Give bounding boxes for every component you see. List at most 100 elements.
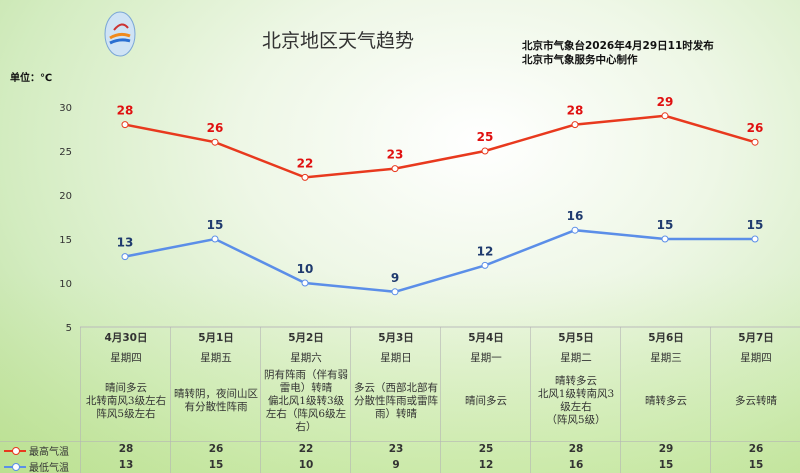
data-label: 15: [657, 218, 674, 232]
weekday-label: 星期三: [650, 352, 682, 364]
data-label: 16: [567, 209, 584, 223]
weekday-label: 星期二: [560, 352, 592, 364]
data-point: [481, 147, 489, 155]
issuer-info: 北京市气象台2026年4月29日11时发布 北京市气象服务中心制作: [522, 39, 714, 67]
y-tick-label: 10: [59, 279, 72, 290]
high-temp-value: 28: [118, 443, 134, 455]
y-tick-label: 20: [59, 191, 72, 202]
y-tick-label: 30: [59, 103, 72, 114]
data-label: 25: [477, 130, 494, 144]
series-line-low: [124, 228, 755, 294]
data-point: [301, 173, 309, 181]
data-point: [751, 235, 759, 243]
date-label: 5月5日: [558, 332, 594, 344]
high-temp-value: 22: [298, 443, 314, 455]
table-divider: [0, 441, 800, 442]
date-label: 5月2日: [288, 332, 324, 344]
legend-high-label: 最高气温: [29, 447, 69, 458]
producer-text: 北京市气象服务中心制作: [522, 54, 638, 66]
forecast-column: 5月6日星期三晴转多云 29 15: [620, 327, 711, 473]
data-point: [481, 261, 489, 269]
data-point: [211, 138, 219, 146]
unit-label: 单位：℃: [10, 73, 53, 84]
high-temp-value: 26: [208, 443, 224, 455]
low-temp-value: 15: [208, 459, 224, 471]
high-temp-value: 23: [388, 443, 404, 455]
forecast-column: 5月2日星期六阴有阵雨（伴有弱雷电）转晴 偏北风1级转3级左右（阵风6级左右） 2…: [260, 327, 351, 473]
high-temp-value: 29: [658, 443, 674, 455]
data-point: [391, 165, 399, 173]
data-label: 12: [477, 244, 494, 258]
forecast-column: 5月7日星期四多云转晴 26 15: [710, 327, 800, 473]
low-temp-value: 15: [748, 459, 764, 471]
data-point: [391, 288, 399, 296]
date-label: 4月30日: [104, 332, 148, 344]
weather-description: 晴转阴，夜间山区有分散性阵雨: [174, 388, 258, 413]
page-title: 北京地区天气趋势: [262, 30, 415, 52]
date-label: 5月7日: [738, 332, 774, 344]
data-point: [571, 226, 579, 234]
weather-description: 多云（西部北部有分散性阵雨或雷阵雨）转晴: [354, 381, 438, 420]
data-label: 28: [117, 104, 134, 118]
grass-background: [0, 273, 800, 473]
data-label: 10: [297, 262, 314, 276]
low-temp-value: 13: [118, 459, 134, 471]
data-point: [121, 253, 129, 261]
data-label: 22: [297, 156, 314, 170]
y-tick-label: 5: [66, 323, 72, 334]
forecast-column: 5月4日 星期一 晴间多云 25 12: [440, 327, 531, 473]
data-label: 28: [567, 104, 584, 118]
weather-description: 阴有阵雨（伴有弱雷电）转晴 偏北风1级转3级左右（阵风6级左右）: [264, 368, 348, 433]
data-label: 15: [747, 218, 764, 232]
forecast-column: 5月1日星期五晴转阴，夜间山区有分散性阵雨 26 15: [170, 327, 261, 473]
y-tick-label: 25: [59, 147, 72, 158]
weather-description: 晴间多云 北转南风3级左右 阵风5级左右: [85, 381, 167, 420]
weekday-label: 星期一: [470, 352, 502, 364]
data-point: [661, 112, 669, 120]
data-point: [121, 121, 129, 129]
data-label: 15: [207, 218, 224, 232]
weekday-label: 星期四: [110, 352, 142, 364]
weekday-label: 星期四: [740, 352, 772, 364]
forecast-column: 5月5日星期二晴转多云 北风1级转南风3级左右 （阵风5级） 28 16: [530, 327, 621, 473]
data-label: 9: [391, 271, 399, 285]
high-temp-value: 25: [478, 443, 494, 455]
data-point: [661, 235, 669, 243]
weather-description: 晴转多云: [645, 394, 687, 407]
weather-description: 晴间多云: [465, 394, 507, 407]
weather-description: 多云转晴: [735, 394, 777, 407]
high-temp-value: 26: [748, 443, 764, 455]
data-point: [211, 235, 219, 243]
data-point: [301, 279, 309, 287]
low-temp-value: 15: [658, 459, 674, 471]
legend-low-label: 最低气温: [29, 463, 69, 473]
weekday-label: 星期五: [200, 352, 232, 364]
low-temp-value: 16: [568, 459, 584, 471]
low-temp-value: 9: [392, 459, 400, 471]
data-point: [571, 121, 579, 129]
data-label: 26: [207, 121, 224, 135]
forecast-column: 5月3日星期日多云（西部北部有分散性阵雨或雷阵雨）转晴 23 9: [350, 327, 441, 473]
data-point: [751, 138, 759, 146]
high-temp-value: 28: [568, 443, 584, 455]
date-label: 5月3日: [378, 332, 414, 344]
forecast-column: 4月30日星期四晴间多云 北转南风3级左右 阵风5级左右 28 13: [80, 327, 171, 473]
weather-description: 晴转多云 北风1级转南风3级左右 （阵风5级）: [537, 375, 615, 426]
weekday-label: 星期日: [380, 352, 412, 364]
legend-high: 最高气温: [4, 443, 69, 458]
meteorological-service-logo: [104, 11, 136, 57]
issuer-text: 北京市气象台2026年4月29日11时发布: [522, 40, 714, 52]
data-label: 26: [747, 121, 764, 135]
series-line-high: [124, 114, 756, 179]
low-temp-value: 10: [298, 459, 314, 471]
legend-low: 最低气温: [4, 459, 69, 473]
low-temp-value: 12: [478, 459, 494, 471]
date-label: 5月6日: [648, 332, 684, 344]
y-tick-label: 15: [59, 235, 72, 246]
data-label: 23: [387, 148, 404, 162]
data-label: 13: [117, 236, 134, 250]
weekday-label: 星期六: [290, 352, 322, 364]
date-label: 5月1日: [198, 332, 234, 344]
